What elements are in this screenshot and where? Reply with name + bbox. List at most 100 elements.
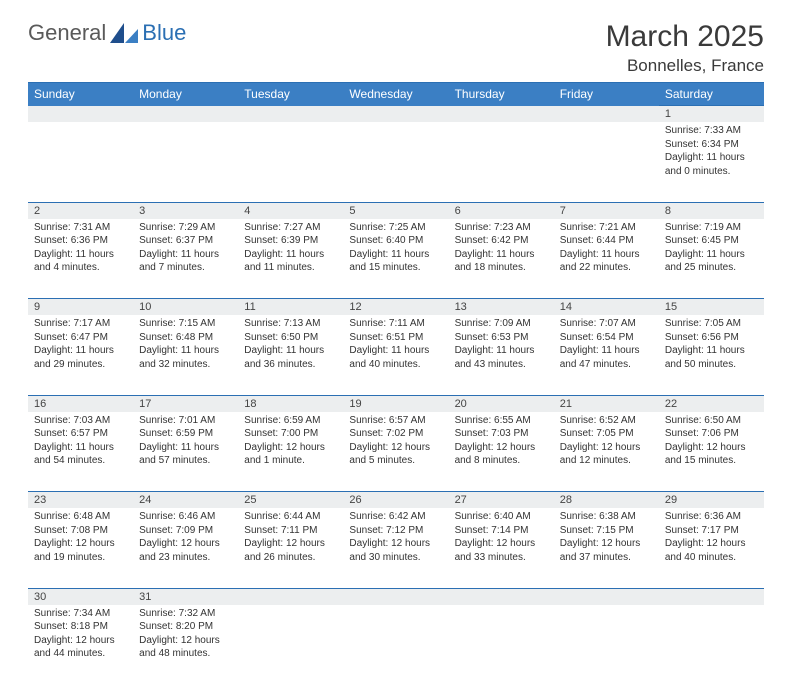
- daylight-text: Daylight: 11 hours and 40 minutes.: [349, 344, 442, 371]
- day-number: 5: [343, 202, 448, 219]
- month-title: March 2025: [606, 20, 764, 54]
- sunrise-text: Sunrise: 6:36 AM: [665, 510, 758, 524]
- daylight-text: Daylight: 11 hours and 25 minutes.: [665, 248, 758, 275]
- daylight-text: Daylight: 12 hours and 26 minutes.: [244, 537, 337, 564]
- daylight-text: Daylight: 11 hours and 36 minutes.: [244, 344, 337, 371]
- sunset-text: Sunset: 6:36 PM: [34, 234, 127, 248]
- day-cell: Sunrise: 6:44 AMSunset: 7:11 PMDaylight:…: [238, 508, 343, 588]
- sunrise-text: Sunrise: 7:17 AM: [34, 317, 127, 331]
- daylight-text: Daylight: 12 hours and 8 minutes.: [455, 441, 548, 468]
- sunset-text: Sunset: 6:57 PM: [34, 427, 127, 441]
- day-cell: Sunrise: 7:21 AMSunset: 6:44 PMDaylight:…: [554, 219, 659, 299]
- sunset-text: Sunset: 7:05 PM: [560, 427, 653, 441]
- daylight-text: Daylight: 11 hours and 0 minutes.: [665, 151, 758, 178]
- day-number: 30: [28, 588, 133, 605]
- sunset-text: Sunset: 6:48 PM: [139, 331, 232, 345]
- sunrise-text: Sunrise: 7:34 AM: [34, 607, 127, 621]
- sunrise-text: Sunrise: 6:42 AM: [349, 510, 442, 524]
- sunset-text: Sunset: 6:44 PM: [560, 234, 653, 248]
- daylight-text: Daylight: 12 hours and 19 minutes.: [34, 537, 127, 564]
- daylight-text: Daylight: 12 hours and 33 minutes.: [455, 537, 548, 564]
- week-row: Sunrise: 7:34 AMSunset: 8:18 PMDaylight:…: [28, 605, 764, 685]
- brand-part1: General: [28, 20, 106, 46]
- day-number: 14: [554, 299, 659, 316]
- sunset-text: Sunset: 7:02 PM: [349, 427, 442, 441]
- day-number: 15: [659, 299, 764, 316]
- daylight-text: Daylight: 11 hours and 50 minutes.: [665, 344, 758, 371]
- daynum-row: 9101112131415: [28, 299, 764, 316]
- day-cell: [28, 122, 133, 202]
- day-cell: Sunrise: 7:25 AMSunset: 6:40 PMDaylight:…: [343, 219, 448, 299]
- sunrise-text: Sunrise: 7:13 AM: [244, 317, 337, 331]
- day-number: 28: [554, 492, 659, 509]
- sunrise-text: Sunrise: 7:29 AM: [139, 221, 232, 235]
- sunset-text: Sunset: 6:39 PM: [244, 234, 337, 248]
- day-number: 16: [28, 395, 133, 412]
- day-header: Friday: [554, 83, 659, 106]
- day-cell: Sunrise: 7:32 AMSunset: 8:20 PMDaylight:…: [133, 605, 238, 685]
- sunset-text: Sunset: 6:45 PM: [665, 234, 758, 248]
- day-cell: Sunrise: 6:57 AMSunset: 7:02 PMDaylight:…: [343, 412, 448, 492]
- sunrise-text: Sunrise: 6:48 AM: [34, 510, 127, 524]
- daynum-row: 3031: [28, 588, 764, 605]
- day-cell: [238, 605, 343, 685]
- day-number: 19: [343, 395, 448, 412]
- sunrise-text: Sunrise: 7:21 AM: [560, 221, 653, 235]
- daylight-text: Daylight: 12 hours and 23 minutes.: [139, 537, 232, 564]
- daylight-text: Daylight: 11 hours and 54 minutes.: [34, 441, 127, 468]
- sunrise-text: Sunrise: 6:57 AM: [349, 414, 442, 428]
- daylight-text: Daylight: 11 hours and 18 minutes.: [455, 248, 548, 275]
- sunrise-text: Sunrise: 6:55 AM: [455, 414, 548, 428]
- daylight-text: Daylight: 12 hours and 37 minutes.: [560, 537, 653, 564]
- daynum-row: 23242526272829: [28, 492, 764, 509]
- sunset-text: Sunset: 6:59 PM: [139, 427, 232, 441]
- sail-icon: [110, 23, 138, 43]
- sunrise-text: Sunrise: 7:23 AM: [455, 221, 548, 235]
- day-number: 1: [659, 106, 764, 123]
- page-header: General Blue March 2025 Bonnelles, Franc…: [28, 20, 764, 76]
- day-cell: Sunrise: 6:52 AMSunset: 7:05 PMDaylight:…: [554, 412, 659, 492]
- sunrise-text: Sunrise: 6:44 AM: [244, 510, 337, 524]
- day-cell: Sunrise: 6:55 AMSunset: 7:03 PMDaylight:…: [449, 412, 554, 492]
- day-number: [343, 106, 448, 123]
- day-header: Tuesday: [238, 83, 343, 106]
- sunrise-text: Sunrise: 7:11 AM: [349, 317, 442, 331]
- sunset-text: Sunset: 7:12 PM: [349, 524, 442, 538]
- day-cell: Sunrise: 7:03 AMSunset: 6:57 PMDaylight:…: [28, 412, 133, 492]
- day-cell: Sunrise: 6:46 AMSunset: 7:09 PMDaylight:…: [133, 508, 238, 588]
- day-number: 27: [449, 492, 554, 509]
- daylight-text: Daylight: 11 hours and 43 minutes.: [455, 344, 548, 371]
- sunset-text: Sunset: 7:15 PM: [560, 524, 653, 538]
- brand-part2: Blue: [142, 20, 186, 46]
- sunset-text: Sunset: 7:11 PM: [244, 524, 337, 538]
- day-number: 29: [659, 492, 764, 509]
- day-header: Sunday: [28, 83, 133, 106]
- day-number: [238, 588, 343, 605]
- day-number: [343, 588, 448, 605]
- daynum-row: 2345678: [28, 202, 764, 219]
- calendar-table: Sunday Monday Tuesday Wednesday Thursday…: [28, 83, 764, 685]
- day-number: 8: [659, 202, 764, 219]
- daylight-text: Daylight: 12 hours and 5 minutes.: [349, 441, 442, 468]
- day-number: 4: [238, 202, 343, 219]
- sunset-text: Sunset: 7:00 PM: [244, 427, 337, 441]
- sunrise-text: Sunrise: 7:19 AM: [665, 221, 758, 235]
- sunrise-text: Sunrise: 7:03 AM: [34, 414, 127, 428]
- day-number: 23: [28, 492, 133, 509]
- day-number: [659, 588, 764, 605]
- sunset-text: Sunset: 6:42 PM: [455, 234, 548, 248]
- sunrise-text: Sunrise: 6:52 AM: [560, 414, 653, 428]
- daylight-text: Daylight: 12 hours and 15 minutes.: [665, 441, 758, 468]
- daylight-text: Daylight: 12 hours and 48 minutes.: [139, 634, 232, 661]
- day-cell: Sunrise: 7:33 AMSunset: 6:34 PMDaylight:…: [659, 122, 764, 202]
- daylight-text: Daylight: 11 hours and 57 minutes.: [139, 441, 232, 468]
- day-cell: Sunrise: 7:01 AMSunset: 6:59 PMDaylight:…: [133, 412, 238, 492]
- day-number: 11: [238, 299, 343, 316]
- sunset-text: Sunset: 7:06 PM: [665, 427, 758, 441]
- day-cell: Sunrise: 7:11 AMSunset: 6:51 PMDaylight:…: [343, 315, 448, 395]
- sunset-text: Sunset: 6:47 PM: [34, 331, 127, 345]
- sunset-text: Sunset: 6:53 PM: [455, 331, 548, 345]
- sunrise-text: Sunrise: 7:27 AM: [244, 221, 337, 235]
- day-cell: [554, 122, 659, 202]
- sunrise-text: Sunrise: 7:01 AM: [139, 414, 232, 428]
